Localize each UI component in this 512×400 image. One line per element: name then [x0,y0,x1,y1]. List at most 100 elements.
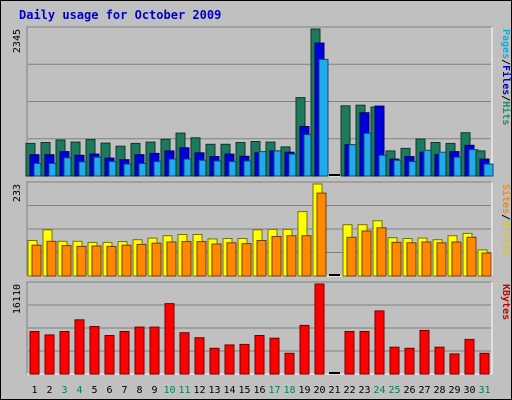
x-tick-label: 14 [223,385,235,396]
bar-kbytes-day-14 [224,344,235,375]
bar-sites-day-2 [46,240,57,277]
x-tick-label: 31 [478,385,490,396]
x-tick-label: 15 [238,385,250,396]
chart-title: Daily usage for October 2009 [19,8,221,22]
legend-part: Files [500,65,512,95]
bar-sites-day-5 [91,245,102,277]
x-tick-label: 20 [313,385,325,396]
zero-marker-day-21 [329,174,340,176]
bar-kbytes-day-12 [194,337,205,375]
bar-sites-day-29 [451,241,462,277]
x-tick-label: 8 [136,385,142,396]
bar-sites-day-10 [166,241,177,277]
bar-sites-day-28 [436,242,447,277]
bar-kbytes-day-26 [404,347,415,375]
bar-kbytes-day-22 [344,331,355,375]
bar-sites-day-20 [316,192,327,277]
bar-sites-day-24 [376,227,387,277]
legend-part: / [500,59,511,65]
legend-part: / [500,214,511,220]
bar-kbytes-day-6 [104,335,115,375]
zero-marker-day-21 [329,274,340,276]
x-tick-label: 12 [193,385,205,396]
bar-kbytes-day-30 [464,338,475,375]
bar-sites-day-14 [226,242,237,277]
bar-kbytes-day-18 [284,352,295,375]
x-tick-label: 19 [298,385,310,396]
bar-sites-day-17 [271,236,282,277]
panel-visits_sites: 233 Sites/Visits [12,181,512,277]
bar-sites-day-16 [256,240,267,277]
bar-kbytes-day-3 [59,331,70,375]
x-tick-label: 24 [373,385,385,396]
bar-sites-day-15 [241,243,252,277]
bar-sites-day-23 [361,230,372,277]
bar-kbytes-day-27 [419,329,430,375]
series-legend-visits_sites: Sites/Visits [500,184,512,256]
x-tick-label: 3 [61,385,67,396]
bar-kbytes-day-8 [134,326,145,375]
x-tick-label: 13 [208,385,220,396]
x-tick-label: 29 [448,385,460,396]
x-tick-label: 23 [358,385,370,396]
x-tick-label: 10 [163,385,175,396]
x-tick-label: 4 [76,385,82,396]
series-legend-hits_files_pages: Pages/Files/Hits [500,29,512,125]
x-tick-label: 22 [343,385,355,396]
bar-sites-day-13 [211,243,222,277]
bar-kbytes-day-13 [209,347,220,375]
x-tick-label: 5 [91,385,97,396]
bar-sites-day-30 [466,236,477,277]
x-axis-labels: 1 2 3 4 5 6 7 8 9 10 11 12 13 14 15 16 17 18 19 20 21 22 23 24 2… [31,385,490,396]
x-tick-label: 11 [178,385,190,396]
bar-sites-day-4 [76,245,87,277]
bar-sites-day-3 [61,245,72,277]
bar-kbytes-day-11 [179,332,190,375]
legend-part: Hits [500,101,512,125]
bar-sites-day-25 [391,241,402,277]
bar-kbytes-day-9 [149,326,160,375]
bar-pages-day-20 [318,58,329,177]
x-tick-label: 1 [31,385,37,396]
bar-sites-day-22 [346,236,357,277]
bar-sites-day-27 [421,241,432,277]
bar-sites-day-26 [406,242,417,277]
bar-sites-day-18 [286,235,297,277]
bar-kbytes-day-20 [314,283,325,375]
bar-kbytes-day-25 [389,346,400,375]
bar-sites-day-11 [181,241,192,277]
x-tick-label: 17 [268,385,280,396]
bar-sites-day-9 [151,242,162,277]
legend-part: Sites [500,184,512,214]
x-tick-label: 21 [328,385,340,396]
x-tick-label: 25 [388,385,400,396]
bar-sites-day-6 [106,245,117,277]
bar-sites-day-8 [136,243,147,277]
bar-sites-day-7 [121,244,132,277]
bar-kbytes-day-7 [119,331,130,375]
x-tick-label: 30 [463,385,475,396]
series-legend-kbytes: KBytes [500,284,511,320]
y-max-label: 2345 [12,29,23,53]
bar-kbytes-day-29 [449,353,460,375]
y-max-label: 233 [12,184,23,202]
bar-sites-day-31 [481,252,492,277]
legend-part: Visits [500,220,512,256]
x-tick-label: 28 [433,385,445,396]
bar-kbytes-day-2 [44,334,55,375]
bar-kbytes-day-28 [434,346,445,375]
x-tick-label: 27 [418,385,430,396]
x-tick-label: 7 [121,385,127,396]
bar-sites-day-1 [31,244,42,277]
bar-kbytes-day-24 [374,310,385,375]
bar-kbytes-day-1 [29,331,40,375]
bar-sites-day-19 [301,235,312,277]
x-tick-label: 26 [403,385,415,396]
bar-sites-day-12 [196,241,207,277]
bar-pages-day-31 [483,163,494,177]
bar-kbytes-day-31 [479,352,490,375]
bar-kbytes-day-15 [239,343,250,375]
legend-part: / [500,95,511,101]
bar-kbytes-day-19 [299,324,310,375]
